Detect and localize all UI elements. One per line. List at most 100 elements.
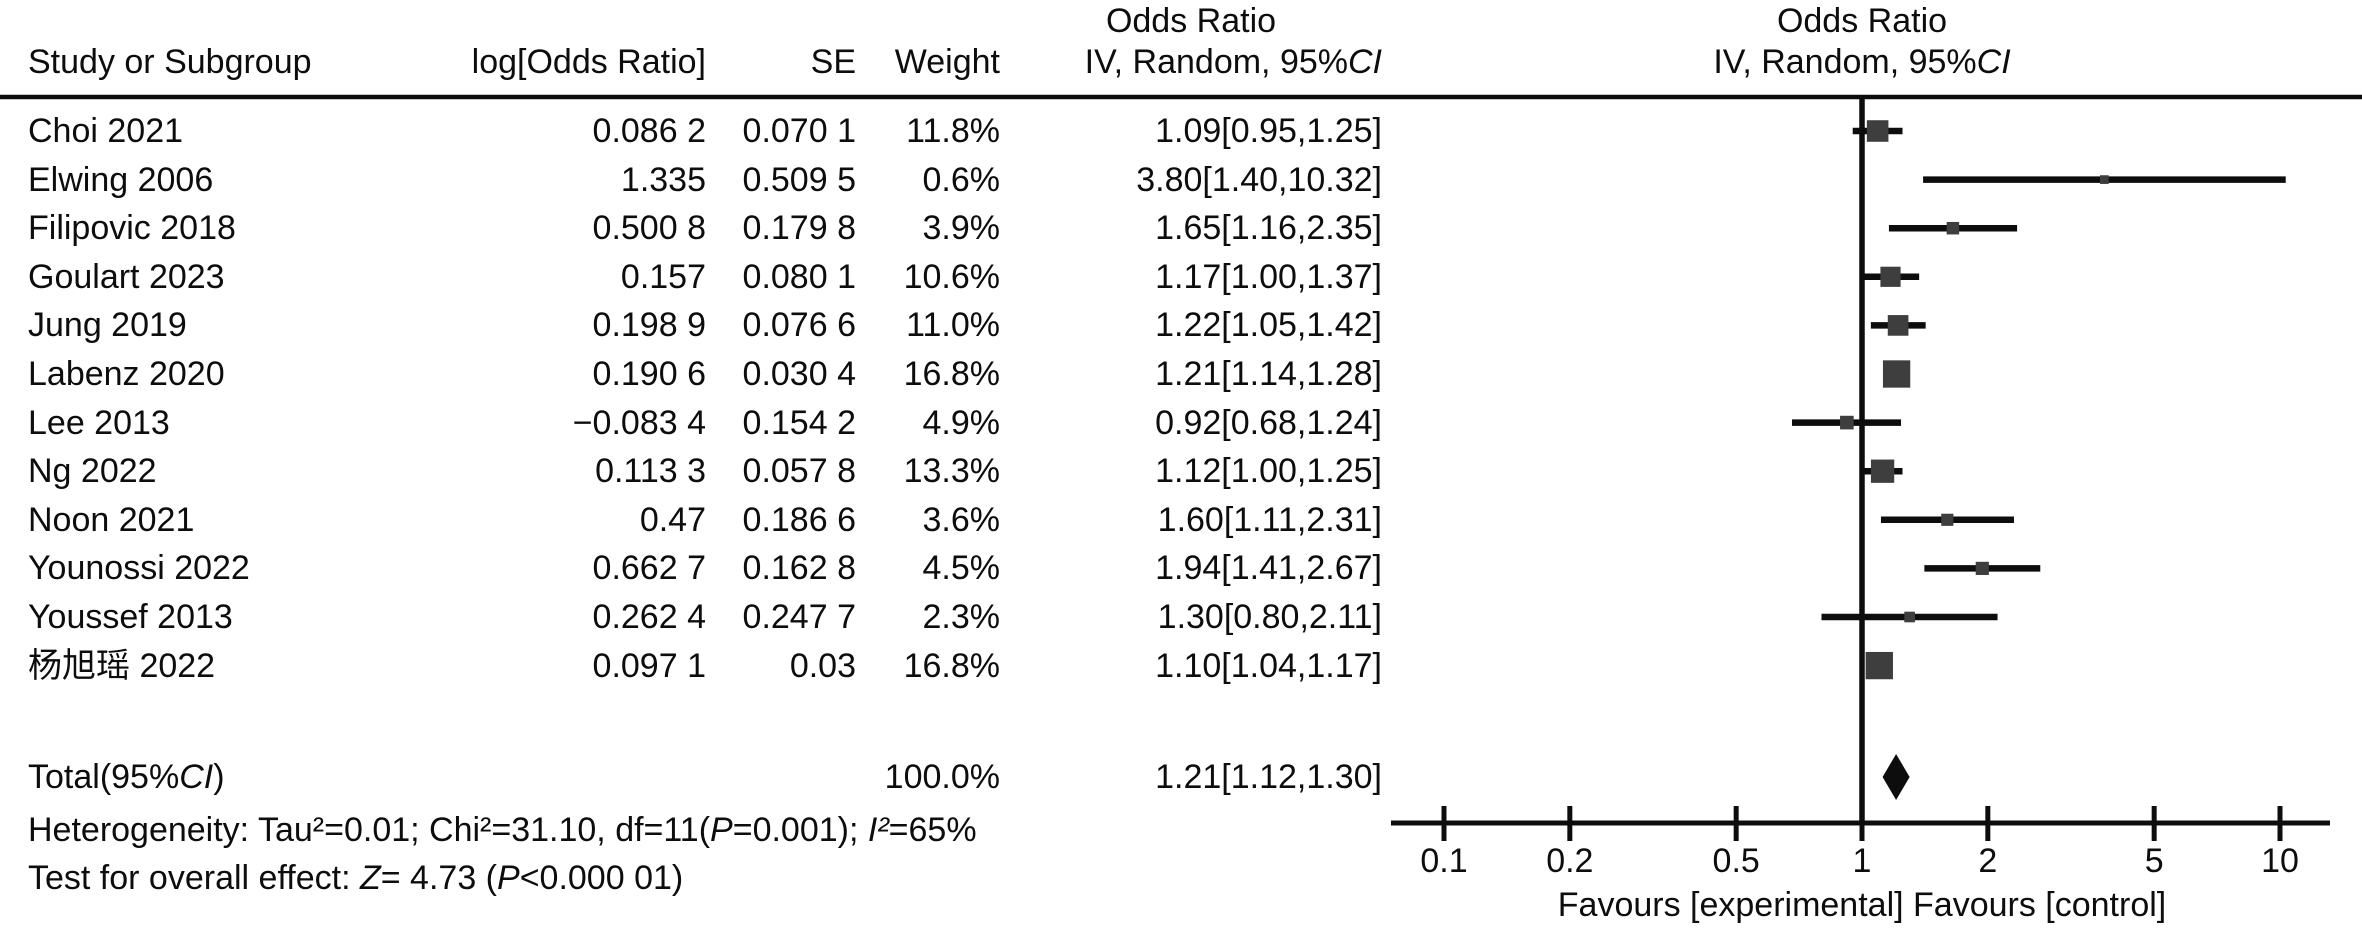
effect-square — [1941, 513, 1954, 526]
text: Test for overall effect: — [28, 859, 360, 897]
log-odds-ratio-value: −0.083 4 — [572, 403, 706, 442]
table-row: Younossi 2022 0.662 7 0.162 8 4.5% 1.94[1.41… — [0, 544, 1382, 592]
study-name: 杨旭瑶 2022 — [28, 646, 216, 685]
axis-tick-label: 5 — [2145, 842, 2164, 880]
table-row: 杨旭瑶 2022 0.097 1 0.03 16.8% 1.10[1.04,1.17] — [0, 642, 1382, 690]
odds-ratio-ci-value: 1.94[1.41,2.67] — [1155, 549, 1382, 588]
effect-square — [1946, 221, 1960, 235]
text: ) — [213, 758, 225, 796]
italic-text: CI — [1348, 43, 1382, 81]
table-row: Goulart 2023 0.157 0.080 1 10.6% 1.17[1.00,1… — [0, 253, 1382, 301]
log-odds-ratio-value: 0.190 6 — [592, 355, 706, 393]
weight-value: 3.9% — [922, 209, 1001, 248]
se-value: 0.057 8 — [742, 452, 856, 491]
text: Total(95% — [28, 758, 180, 796]
italic-text: CI — [179, 758, 214, 796]
odds-ratio-ci-value: 1.60[1.11,2.31] — [1157, 500, 1382, 539]
total-weight-value: 100.0% — [884, 758, 1000, 796]
odds-ratio-ci-value: 3.80[1.40,10.32] — [1136, 160, 1382, 199]
weight-value: 11.0% — [906, 306, 1000, 345]
overall-effect-text: Test for overall effect: Z= 4.73 (P<0.00… — [28, 856, 683, 900]
weight-value: 11.8% — [906, 112, 1000, 150]
text: = 4.73 ( — [380, 859, 497, 897]
study-name: Elwing 2006 — [28, 160, 214, 199]
study-name: Jung 2019 — [28, 306, 187, 345]
axis-tick-label: 0.1 — [1420, 842, 1467, 880]
plot-header-method: IV, Random, 95%CI — [1562, 36, 2162, 88]
total-label: Total(95%CI) — [28, 753, 420, 801]
effect-square — [1975, 561, 1989, 575]
odds-ratio-ci-value: 1.21[1.14,1.28] — [1155, 355, 1382, 393]
text: <0.000 01) — [519, 859, 684, 897]
log-odds-ratio-value: 0.086 2 — [592, 112, 706, 150]
plot-header-odds-ratio-title: Odds Ratio — [1776, 2, 1948, 40]
italic-text: I² — [867, 811, 889, 849]
empty-cell — [706, 753, 856, 801]
table-header-row: Study or Subgroup log[Odds Ratio] SE Wei… — [0, 36, 1382, 88]
axis-tick-label: 0.5 — [1713, 842, 1760, 880]
odds-ratio-ci-value: 1.10[1.04,1.17] — [1155, 646, 1382, 685]
column-header-or-ci: IV, Random, 95%CI — [1000, 36, 1382, 88]
log-odds-ratio-value: 1.335 — [620, 160, 706, 199]
effect-square — [2100, 175, 2109, 184]
odds-ratio-ci-value: 1.09[0.95,1.25] — [1155, 112, 1382, 150]
study-name: Noon 2021 — [28, 500, 195, 539]
axis-tick-label: 2 — [1978, 842, 1997, 880]
column-header-odds-ratio-title: Odds Ratio — [1105, 2, 1277, 40]
total-odds-ratio-ci-value: 1.21[1.12,1.30] — [1155, 758, 1382, 796]
weight-value: 4.5% — [922, 549, 1001, 588]
italic-text: P — [710, 811, 733, 849]
se-value: 0.03 — [789, 646, 856, 685]
odds-ratio-ci-value: 1.30[0.80,2.11] — [1157, 598, 1382, 636]
se-value: 0.070 1 — [742, 112, 856, 150]
table-row: Filipovic 2018 0.500 8 0.179 8 3.9% 1.65[1.1… — [0, 204, 1382, 252]
se-value: 0.154 2 — [742, 403, 856, 442]
weight-value: 4.9% — [922, 403, 1001, 442]
italic-text: Z — [359, 859, 381, 897]
study-name: Youssef 2013 — [28, 598, 233, 636]
effect-square — [1840, 415, 1854, 430]
table-row: Noon 2021 0.47 0.186 6 3.6% 1.60[1.11,2.31] — [0, 496, 1382, 544]
log-odds-ratio-value: 0.47 — [639, 500, 706, 539]
weight-value: 16.8% — [903, 355, 1000, 393]
effect-square — [1880, 266, 1901, 287]
study-name: Goulart 2023 — [28, 257, 225, 296]
effect-square — [1904, 611, 1915, 623]
odds-ratio-ci-value: 1.12[1.00,1.25] — [1155, 452, 1382, 491]
table-row: Jung 2019 0.198 9 0.076 6 11.0% 1.22[1.05,1.… — [0, 301, 1382, 349]
table-row: Lee 2013 −0.083 4 0.154 2 4.9% 0.92[0.68,1.2… — [0, 399, 1382, 447]
summary-diamond — [1882, 754, 1910, 800]
odds-ratio-ci-value: 1.22[1.05,1.42] — [1155, 306, 1382, 345]
log-odds-ratio-value: 0.500 8 — [592, 209, 706, 248]
se-value: 0.080 1 — [742, 257, 856, 296]
se-value: 0.076 6 — [742, 306, 856, 345]
weight-value: 16.8% — [903, 646, 1000, 685]
weight-value: 10.6% — [903, 257, 1000, 296]
table-row: Choi 2021 0.086 2 0.070 1 11.8% 1.09[0.95,1.… — [0, 107, 1382, 155]
log-odds-ratio-value: 0.113 3 — [595, 452, 706, 491]
empty-cell — [420, 753, 706, 801]
column-header-study: Study or Subgroup — [28, 43, 312, 81]
study-name: Lee 2013 — [28, 403, 170, 442]
se-value: 0.509 5 — [742, 160, 856, 199]
weight-value: 3.6% — [922, 500, 1001, 539]
axis-tick-label: 1 — [1853, 842, 1872, 880]
log-odds-ratio-value: 0.157 — [620, 257, 706, 296]
study-name: Choi 2021 — [28, 112, 184, 150]
text: IV, Random, 95% — [1713, 43, 1977, 81]
axis-caption: Favours [experimental] Favours [control] — [1558, 886, 2166, 924]
odds-ratio-ci-value: 0.92[0.68,1.24] — [1155, 403, 1382, 442]
text: =65% — [888, 811, 977, 849]
effect-square — [1870, 459, 1895, 483]
log-odds-ratio-value: 0.097 1 — [592, 646, 706, 685]
italic-text: CI — [1976, 43, 2011, 81]
column-header-log-odds-ratio: log[Odds Ratio] — [471, 43, 706, 81]
weight-value: 13.3% — [903, 452, 1000, 491]
weight-value: 2.3% — [922, 598, 1001, 636]
study-name: Filipovic 2018 — [28, 209, 236, 248]
odds-ratio-ci-value: 1.65[1.16,2.35] — [1155, 209, 1382, 248]
total-row: Total(95%CI) 100.0% 1.21[1.12,1.30] — [0, 753, 1382, 801]
text: Heterogeneity: Tau²=0.01; Chi²=31.10, df… — [28, 811, 711, 849]
italic-text: P — [497, 859, 520, 897]
